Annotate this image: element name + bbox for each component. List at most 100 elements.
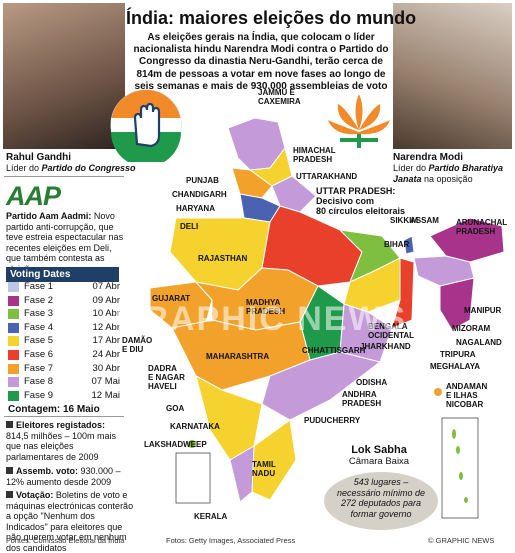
map-label-sikkim: SIKKIM (390, 216, 418, 225)
modi-name: Narendra Modi (393, 152, 464, 163)
map-label-rajasthan: RAJASTHAN (198, 254, 248, 263)
modi-party: Partido Bharatiya Janata (393, 163, 504, 184)
phase-row: Fase 3 10 Abr (8, 308, 120, 320)
map-label-gujarat: GUJARAT (152, 294, 191, 303)
lok-sabha-box: Lok Sabha Câmara Baixa (322, 444, 436, 467)
narendra-modi-photo (393, 3, 512, 149)
map-label-mizoram: MIZORAM (452, 324, 491, 333)
aap-name: Partido Aam Aadmi: (6, 211, 92, 221)
stat-assemblies: Assemb. voto: 930.000 – 12% aumento desd… (6, 466, 121, 487)
aap-logo: AAP (6, 181, 61, 211)
phase-label: Fase 1 (24, 281, 54, 292)
voting-dates-title: Voting Dates (6, 267, 119, 282)
modi-caption: Narendra Modi Líder do Partido Bharatiya… (393, 152, 513, 185)
map-label-arunachal: ARUNACHAL PRADESH (456, 218, 508, 236)
congress-logo (110, 89, 182, 162)
intro-text: As eleições gerais na Índia, que colocam… (133, 32, 389, 92)
map-label-chandigarh: CHANDIGARH (172, 190, 227, 199)
map-label-chhattisgarh: CHHATTISGARH (302, 346, 366, 355)
phase-date: 17 Abr (92, 335, 120, 347)
map-label-hp: HIMACHAL PRADESH (293, 146, 336, 164)
map-label-punjab: PUNJAB (186, 176, 219, 185)
map-label-ap: ANDHRA PRADESH (342, 390, 382, 408)
map-label-daman: DAMÃO E DIU (122, 336, 153, 354)
map-label-up: UTTAR PRADESH: Decisivo com 80 círculos … (316, 186, 406, 216)
phase-date: 12 Abr (92, 321, 120, 333)
phase-swatch (8, 336, 19, 347)
rahul-gandhi-photo (3, 3, 125, 149)
phase-date: 12 Mai (91, 389, 120, 401)
map-label-maharashtra: MAHARASHTRA (206, 352, 270, 361)
phase-row: Fase 4 12 Abr (8, 322, 120, 334)
rahul-name: Rahul Gandhi (6, 152, 71, 163)
phase-swatch (8, 282, 19, 292)
map-label-assam: ASSAM (410, 216, 439, 225)
phase-swatch (8, 377, 19, 388)
divider (4, 416, 124, 417)
map-label-goa: GOA (166, 404, 185, 413)
phase-date: 09 Abr (92, 294, 120, 306)
map-label-jharkhand: JHARKHAND (360, 342, 411, 351)
phase-row: Fase 9 12 Mai (8, 390, 120, 402)
phase-label: Fase 9 (24, 389, 54, 401)
phase-label: Fase 5 (24, 335, 54, 347)
lok-sabha-text: 543 lugares – necessário mínimo de 272 d… (336, 477, 426, 519)
phase-row: Fase 5 17 Abr (8, 335, 120, 347)
phase-label: Fase 8 (24, 376, 54, 388)
phase-label: Fase 7 (24, 362, 54, 374)
phase-row: Fase 8 07 Mai (8, 376, 120, 388)
rahul-caption: Rahul Gandhi Líder do Partido do Congres… (6, 152, 156, 174)
phase-row: Fase 2 09 Abr (8, 295, 120, 307)
phase-date: 30 Abr (92, 362, 120, 374)
map-label-uttarakhand: UTTARAKHAND (296, 172, 358, 181)
page-title: Índia: maiores eleições do mundo (126, 8, 417, 28)
phase-date: 24 Abr (92, 349, 120, 360)
map-label-dadra: DADRA E NAGAR HAVELI (148, 364, 185, 391)
map-label-wb: BENGALA OCIDENTAL (368, 322, 415, 340)
phase-label: Fase 6 (24, 349, 54, 360)
lok-sabha-bubble (324, 472, 438, 530)
phase-row: Fase 6 24 Abr (8, 349, 120, 361)
phase-swatch (8, 363, 19, 374)
phase-swatch (8, 295, 19, 306)
map-label-delhi: DELI (180, 222, 199, 231)
phase-label: Fase 2 (24, 294, 54, 306)
map-label-karnataka: KARNATAKA (170, 422, 220, 431)
map-label-kerala: KERALA (194, 512, 228, 521)
phase-date: 10 Abr (92, 308, 120, 320)
count-date: Contagem: 16 Maio (8, 404, 100, 415)
phase-row: Fase 7 30 Abr (8, 363, 120, 375)
rahul-party: Partido do Congresso (41, 163, 136, 173)
map-label-lakshadweep: LAKSHADWEEP (144, 440, 207, 449)
map-label-puducherry: PUDUCHERRY (304, 416, 361, 425)
phase-label: Fase 3 (24, 308, 54, 320)
phase-swatch (8, 350, 19, 360)
lok-sabha-subtitle: Câmara Baixa (348, 456, 410, 467)
map-label-tripura: TRIPURA (440, 350, 476, 359)
lok-sabha-title: Lok Sabha (351, 444, 407, 456)
phase-label: Fase 4 (24, 321, 54, 333)
phase-swatch (8, 322, 19, 333)
phase-date: 07 Mai (91, 376, 120, 388)
phase-date: 07 Abr (92, 281, 120, 292)
map-label-nagaland: NAGALAND (456, 338, 502, 347)
footer-sources: Fontes: Comissão Eleitoral da Índia (6, 536, 125, 545)
footer-credit: © GRAPHIC NEWS (428, 536, 495, 545)
map-label-manipur: MANIPUR (464, 306, 502, 315)
map-label-haryana: HARYANA (176, 204, 215, 213)
map-label-jk: JAMMU E CAXEMIRA (258, 88, 301, 106)
map-label-meghalaya: MEGHALAYA (430, 362, 481, 371)
phase-swatch (8, 309, 19, 320)
stat-registered: Eleitores registados: 814,5 milhões – 10… (6, 420, 117, 462)
footer-photos: Fotos: Getty Images, Associated Press (166, 536, 296, 545)
bjp-lotus-logo (328, 94, 390, 148)
divider (4, 176, 124, 177)
map-label-odisha: ODISHA (356, 378, 388, 387)
watermark: GRAPHIC NEWS (115, 300, 408, 338)
map-label-mp: MADHYA PRADESH (246, 298, 286, 316)
map-label-bihar: BIHAR (384, 240, 410, 249)
phase-row: Fase 1 07 Abr (8, 281, 120, 293)
map-label-andaman: ANDAMAN E ILHAS NICOBAR (446, 382, 488, 409)
map-label-tn: TAMIL NADU (252, 460, 276, 478)
